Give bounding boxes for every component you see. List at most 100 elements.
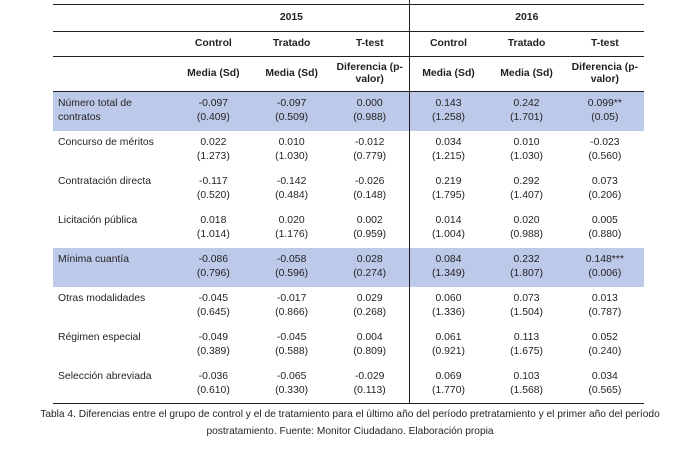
cell-sd: (1.215) bbox=[432, 150, 465, 162]
cell-value: 0.000 bbox=[356, 98, 383, 109]
cell-sd: (1.336) bbox=[432, 306, 465, 318]
group-header: T-test bbox=[565, 31, 644, 57]
table-cell: 0.005 (0.880) bbox=[566, 209, 644, 248]
cell-sd: (0.610) bbox=[196, 384, 230, 396]
table-row: Régimen especial -0.049 (0.389) -0.045 (0.58… bbox=[53, 325, 644, 365]
table-cell: 0.084 (1.349) bbox=[408, 247, 488, 287]
cell-value: 0.292 bbox=[513, 175, 540, 187]
cell-value: 0.219 bbox=[435, 175, 462, 187]
cell-sd: (0.330) bbox=[275, 384, 309, 396]
stat-header: Diferencia (p-valor) bbox=[330, 56, 410, 92]
year-header-2015: 2015 bbox=[174, 4, 410, 32]
table-cell: -0.058 (0.596) bbox=[252, 247, 331, 287]
stat-header: Media (Sd) bbox=[487, 56, 566, 92]
table-cell: 0.143 (1.258) bbox=[408, 91, 488, 131]
year-header-row: 2015 2016 bbox=[53, 4, 644, 32]
cell-value: -0.049 bbox=[198, 331, 229, 343]
cell-value: 0.099** bbox=[587, 98, 622, 109]
table-cell: 0.232 (1.807) bbox=[487, 247, 566, 287]
cell-sd: (0.05) bbox=[591, 112, 619, 123]
cell-sd: (1.176) bbox=[275, 228, 309, 240]
table-row: Contratación directa -0.117 (0.520) -0.142 (… bbox=[53, 169, 644, 209]
table-cell: -0.117 (0.520) bbox=[174, 170, 252, 209]
cell-value: -0.117 bbox=[199, 175, 228, 187]
cell-sd: (0.880) bbox=[588, 228, 622, 240]
table-cell: 0.013 (0.787) bbox=[566, 287, 644, 326]
table-cell: 0.020 (0.988) bbox=[487, 209, 565, 248]
cell-value: 0.103 bbox=[513, 370, 540, 382]
table-cell: -0.097 (0.509) bbox=[252, 91, 331, 131]
cell-value: 0.143 bbox=[435, 98, 462, 109]
cell-value: -0.017 bbox=[276, 292, 307, 304]
results-table: 2015 2016 Control Tratado T-test Control… bbox=[53, 0, 644, 404]
cell-sd: (1.795) bbox=[432, 189, 465, 201]
cell-value: 0.052 bbox=[591, 331, 618, 343]
table-cell: -0.012 (0.779) bbox=[331, 131, 409, 170]
cell-sd: (0.959) bbox=[353, 228, 387, 240]
table-cell: 0.000 (0.988) bbox=[330, 91, 410, 131]
cell-value: 0.073 bbox=[513, 292, 540, 304]
cell-sd: (1.014) bbox=[196, 228, 230, 240]
table-cell: -0.036 (0.610) bbox=[174, 364, 253, 404]
cell-value: 0.232 bbox=[513, 253, 540, 265]
table-cell: -0.029 (0.113) bbox=[330, 364, 410, 404]
table-cell: 0.010 (1.030) bbox=[487, 131, 565, 170]
table-cell: -0.045 (0.645) bbox=[174, 287, 252, 326]
table-cell: 0.292 (1.407) bbox=[487, 170, 565, 209]
cell-sd: (0.409) bbox=[196, 112, 230, 123]
cell-value: -0.036 bbox=[198, 370, 229, 382]
table-cell: 0.052 (0.240) bbox=[566, 326, 644, 365]
table-cell: 0.061 (0.921) bbox=[408, 325, 488, 365]
table-cell: 0.113 (1.675) bbox=[487, 326, 565, 365]
cell-sd: (0.565) bbox=[588, 384, 622, 396]
table-cell: 0.099** (0.05) bbox=[565, 91, 644, 131]
cell-value: 0.010 bbox=[513, 136, 540, 148]
cell-value: 0.061 bbox=[435, 331, 462, 343]
cell-sd: (0.809) bbox=[353, 345, 387, 357]
cell-sd: (1.504) bbox=[510, 306, 543, 318]
cell-sd: (0.274) bbox=[353, 267, 387, 279]
cell-value: 0.020 bbox=[278, 214, 305, 226]
year-header-empty bbox=[53, 4, 175, 32]
cell-sd: (0.560) bbox=[588, 150, 622, 162]
cell-value: 0.014 bbox=[435, 214, 462, 226]
cell-value: 0.018 bbox=[200, 214, 227, 226]
cell-sd: (1.407) bbox=[510, 189, 543, 201]
table-cell: 0.004 (0.809) bbox=[331, 326, 409, 365]
cell-sd: (0.787) bbox=[588, 306, 622, 318]
stat-header-row: Media (Sd) Media (Sd) Diferencia (p-valo… bbox=[53, 56, 644, 92]
table-cell: -0.142 (0.484) bbox=[253, 170, 331, 209]
table-top-rule bbox=[53, 0, 644, 5]
cell-value: -0.142 bbox=[276, 175, 307, 187]
table-caption: Tabla 4. Diferencias entre el grupo de c… bbox=[40, 409, 660, 437]
cell-value: 0.034 bbox=[435, 136, 462, 148]
cell-value: -0.058 bbox=[276, 253, 307, 265]
cell-value: -0.045 bbox=[276, 331, 307, 343]
table-cell: 0.242 (1.701) bbox=[487, 91, 566, 131]
cell-value: 0.060 bbox=[435, 292, 462, 304]
table-cell: -0.023 (0.560) bbox=[566, 131, 644, 170]
cell-value: 0.022 bbox=[200, 136, 227, 148]
table-row: Licitación pública 0.018 (1.014) 0.020 (1.17… bbox=[53, 208, 644, 248]
table-cell: 0.034 (0.565) bbox=[565, 364, 644, 404]
row-label: Concurso de méritos bbox=[58, 136, 154, 148]
cell-sd: (0.645) bbox=[196, 306, 230, 318]
results-table-container: 2015 2016 Control Tratado T-test Control… bbox=[53, 0, 644, 404]
table-cell: 0.022 (1.273) bbox=[174, 131, 252, 170]
stat-header: Media (Sd) bbox=[408, 56, 488, 92]
row-label: Otras modalidades bbox=[58, 292, 146, 304]
cell-sd: (0.921) bbox=[432, 345, 465, 357]
cell-sd: (1.273) bbox=[196, 150, 230, 162]
table-cell: 0.020 (1.176) bbox=[253, 209, 331, 248]
cell-sd: (0.866) bbox=[275, 306, 309, 318]
row-label: Mínima cuantía bbox=[53, 247, 175, 287]
cell-sd: (1.258) bbox=[432, 112, 465, 123]
stat-header: Media (Sd) bbox=[252, 56, 331, 92]
table-cell: 0.010 (1.030) bbox=[253, 131, 331, 170]
cell-value: 0.005 bbox=[591, 214, 618, 226]
cell-sd: (1.030) bbox=[275, 150, 309, 162]
cell-sd: (0.148) bbox=[353, 189, 387, 201]
cell-value: 0.084 bbox=[435, 253, 462, 265]
cell-sd: (0.240) bbox=[588, 345, 622, 357]
cell-value: 0.010 bbox=[278, 136, 305, 148]
